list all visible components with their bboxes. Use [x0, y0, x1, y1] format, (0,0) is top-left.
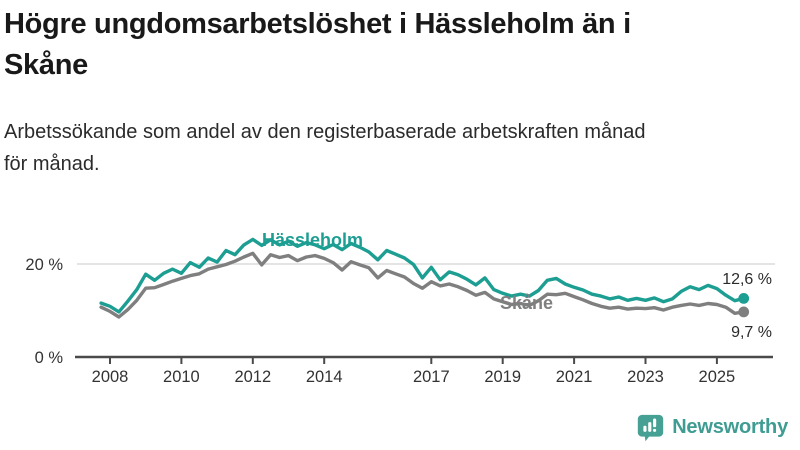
x-tick-label-2019: 2019: [484, 368, 521, 386]
bar-short: [643, 425, 647, 432]
x-tick-label-2010: 2010: [163, 368, 200, 386]
series-line-0: [99, 237, 746, 314]
series-label-skane: Skåne: [500, 293, 553, 313]
x-tick-label-2008: 2008: [92, 368, 129, 386]
series-end-dot-0: [738, 293, 750, 304]
x-tick-label-2014: 2014: [306, 368, 343, 386]
title-line-1: Högre ungdomsarbetslöshet i Hässleholm ä…: [4, 8, 631, 40]
newsworthy-wordmark: Newsworthy: [672, 416, 788, 438]
y-tick-label-0: 0 %: [35, 349, 64, 367]
x-tick-label-2021: 2021: [556, 368, 593, 386]
series-end-dot-1: [738, 306, 750, 318]
end-value-skane: 9,7 %: [731, 324, 772, 341]
exclamation-dot: [653, 428, 657, 432]
bar-tall: [648, 422, 652, 432]
x-tick-label-2025: 2025: [699, 368, 736, 386]
title-line-2: Skåne: [4, 49, 88, 82]
newsworthy-bubble-chart-icon: [638, 414, 664, 442]
subtitle-line-1: Arbetssökande som andel av den registerb…: [4, 121, 646, 144]
y-tick-label-20: 20 %: [25, 256, 63, 274]
series-line-1: [99, 251, 746, 319]
newsworthy-logo: Newsworthy: [636, 413, 788, 442]
series-label-hassleholm: Hässleholm: [262, 230, 363, 250]
x-tick-label-2017: 2017: [413, 368, 450, 386]
chart-header: Högre ungdomsarbetslöshet i Hässleholm ä…: [4, 4, 784, 180]
page-title: Högre ungdomsarbetslöshet i Hässleholm ä…: [4, 4, 784, 86]
x-tick-label-2023: 2023: [627, 368, 664, 386]
x-tick-label-2012: 2012: [234, 368, 271, 386]
end-value-hassleholm: 12,6 %: [722, 271, 772, 288]
subtitle-line-2: för månad.: [4, 153, 100, 176]
y-axis-labels: 0 % 20 %: [25, 256, 63, 367]
x-axis: 2008 2010 2012 2014 2017 2019 2021 2023 2025: [75, 355, 773, 386]
chart-subtitle: Arbetssökande som andel av den registerb…: [4, 116, 784, 180]
exclamation-bar: [653, 418, 657, 428]
series-lines: [99, 237, 750, 319]
